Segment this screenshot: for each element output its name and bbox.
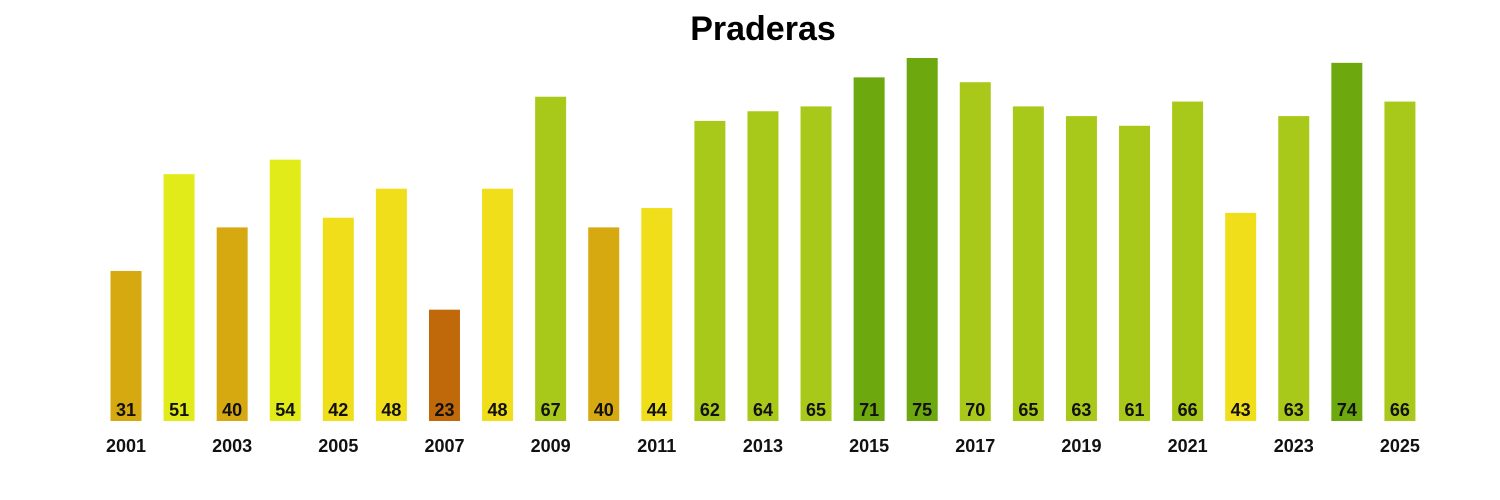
x-tick-label-2005: 2005 [318,436,358,456]
data-label-2005: 42 [328,400,348,420]
data-label-2023: 63 [1284,400,1304,420]
x-tick-label-2025: 2025 [1380,436,1420,456]
chart-title: Praderas [690,10,836,48]
bar-2025 [1384,101,1416,421]
data-label-2011: 44 [647,400,667,420]
data-label-2019: 63 [1071,400,1091,420]
x-tick-label-2019: 2019 [1061,436,1101,456]
bar-2023 [1278,116,1310,421]
data-label-2008: 48 [488,400,508,420]
bar-2011 [641,208,673,421]
bar-2008 [482,188,514,421]
bar-2010 [588,227,620,421]
data-label-2003: 40 [222,400,242,420]
bar-2012 [694,120,726,422]
data-label-2018: 65 [1018,400,1038,420]
data-label-2015: 71 [859,400,879,420]
bar-2006 [375,188,407,421]
data-label-2024: 74 [1337,400,1357,420]
bar-2004 [269,159,301,421]
x-tick-label-2001: 2001 [106,436,146,456]
data-label-2001: 31 [116,400,136,420]
bar-2016 [906,58,938,421]
bar-2002 [163,174,195,421]
bars-layer [110,58,1416,422]
x-tick-label-2003: 2003 [212,436,252,456]
data-label-2017: 70 [965,400,985,420]
x-tick-label-2023: 2023 [1274,436,1314,456]
data-label-2014: 65 [806,400,826,420]
x-tick-label-2013: 2013 [743,436,783,456]
data-label-2025: 66 [1390,400,1410,420]
bar-2005 [322,217,354,421]
data-label-2012: 62 [700,400,720,420]
x-tick-label-2007: 2007 [424,436,464,456]
x-tick-label-2009: 2009 [531,436,571,456]
bar-2020 [1119,125,1151,421]
x-tick-label-2011: 2011 [637,436,676,456]
data-label-2013: 64 [753,400,773,420]
bar-2018 [1012,106,1044,422]
x-tick-label-2021: 2021 [1168,436,1208,456]
bar-2024 [1331,62,1363,422]
data-label-2009: 67 [541,400,561,420]
bar-2014 [800,106,832,422]
bar-2021 [1172,101,1204,421]
bar-2019 [1065,116,1097,421]
x-tick-label-2017: 2017 [955,436,995,456]
data-label-2021: 66 [1178,400,1198,420]
x-axis-ticks: 2001 2003 2005 2007 2009 2011 2013 2015 2017 2019… [106,436,1420,456]
data-label-2022: 43 [1231,400,1251,420]
data-label-2010: 40 [594,400,614,420]
bar-2015 [853,77,885,422]
x-tick-label-2015: 2015 [849,436,889,456]
data-label-2006: 48 [381,400,401,420]
bar-2022 [1225,212,1257,421]
data-label-2007: 23 [434,400,454,420]
bar-2017 [959,82,991,421]
bar-2007 [428,309,460,421]
bar-2001 [110,270,142,421]
data-label-2016: 75 [912,400,932,420]
data-label-2002: 51 [169,400,189,420]
data-label-2020: 61 [1125,400,1145,420]
data-label-2004: 54 [275,400,295,420]
data-labels-layer: 31 51 40 54 42 48 23 48 67 40 44 62 64 65 71 75 70 65 63 61… [116,400,1410,420]
bar-2013 [747,111,779,422]
bar-2009 [535,96,567,421]
bar-2003 [216,227,248,421]
